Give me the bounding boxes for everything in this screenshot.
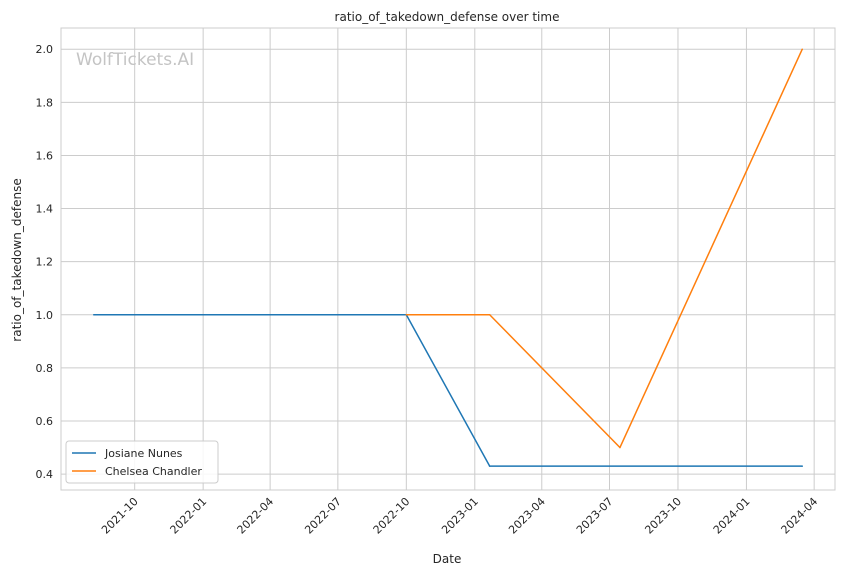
x-tick-label: 2022-04	[235, 495, 277, 537]
data-point-chelsea-chandler	[801, 48, 803, 50]
legend-label-josiane-nunes: Josiane Nunes	[104, 447, 183, 460]
y-tick-label: 0.8	[36, 362, 54, 375]
grid	[61, 28, 835, 490]
data-point-josiane-nunes	[801, 465, 803, 467]
y-tick-label: 1.0	[36, 309, 54, 322]
legend-box	[65, 440, 219, 484]
legend: Josiane Nunes Chelsea Chandler	[65, 440, 219, 484]
data-point-chelsea-chandler	[488, 314, 491, 316]
x-tick-label: 2023-07	[574, 495, 616, 537]
y-tick-label: 0.6	[36, 415, 54, 428]
y-tick-label: 1.4	[36, 203, 54, 216]
x-axis-label: Date	[433, 552, 462, 566]
y-tick-label: 0.4	[36, 468, 54, 481]
data-point-chelsea-chandler	[619, 446, 621, 449]
series-layer	[93, 48, 803, 467]
x-tick-label: 2021-10	[99, 495, 141, 537]
y-tick-label: 1.2	[36, 256, 54, 269]
x-axis-ticks: 2021-10 2022-01 2022-04 2022-07 2022-10 2023-…	[99, 495, 820, 537]
chart-title: ratio_of_takedown_defense over time	[335, 10, 560, 24]
data-point-josiane-nunes	[488, 465, 491, 467]
x-tick-label: 2023-10	[642, 495, 684, 537]
series-line-chelsea-chandler	[406, 48, 803, 449]
x-tick-label: 2022-10	[371, 495, 413, 537]
data-point-josiane-nunes	[93, 314, 95, 316]
x-tick-label: 2022-07	[302, 495, 344, 537]
legend-label-chelsea-chandler: Chelsea Chandler	[105, 465, 202, 478]
y-axis-label: ratio_of_takedown_defense	[10, 178, 24, 341]
x-tick-label: 2024-04	[779, 495, 821, 537]
watermark: WolfTickets.AI	[76, 50, 194, 70]
x-tick-label: 2023-01	[439, 495, 481, 537]
x-tick-label: 2024-01	[711, 495, 753, 537]
x-tick-label: 2022-01	[168, 495, 210, 537]
y-tick-label: 1.6	[36, 149, 54, 162]
x-tick-label: 2023-04	[506, 495, 548, 537]
y-tick-label: 2.0	[36, 43, 54, 56]
y-axis-ticks: 0.4 0.6 0.8 1.0 1.2 1.4 1.6 1.8 2.0	[36, 43, 54, 481]
data-point-chelsea-chandler	[405, 314, 408, 316]
y-tick-label: 1.8	[36, 96, 54, 109]
series-line-josiane-nunes	[93, 314, 803, 467]
